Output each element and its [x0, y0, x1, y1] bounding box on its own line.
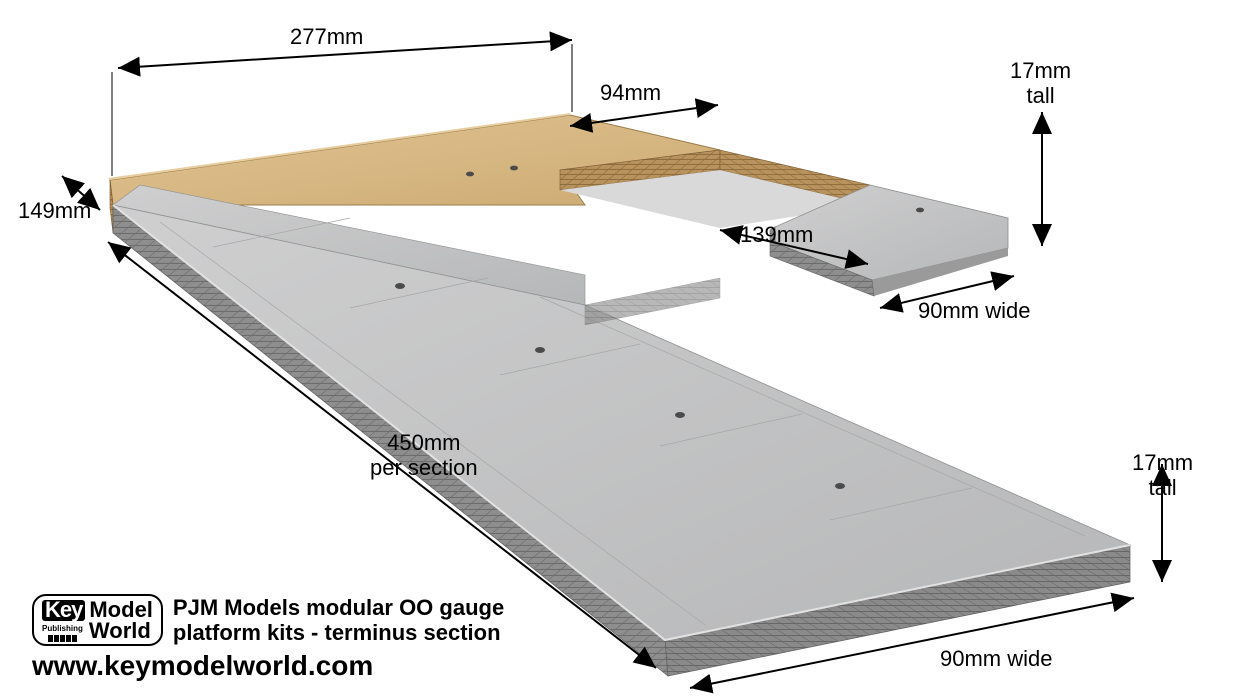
logo-publishing: Publishing	[42, 625, 83, 633]
dim-top-width: 277mm	[290, 24, 363, 49]
logo-strip-icon	[48, 635, 77, 642]
footer: Key Model Publishing World PJM Models mo…	[32, 594, 504, 682]
dim-end-wide: 90mm wide	[940, 646, 1052, 671]
logo-key: Key	[42, 600, 85, 621]
dim-notch-width: 94mm	[600, 80, 661, 105]
dim-long-section: 450mm per section	[370, 430, 478, 481]
dim-left-depth: 149mm	[18, 198, 91, 223]
caption-line-2: platform kits - terminus section	[173, 620, 504, 645]
caption-line-1: PJM Models modular OO gauge	[173, 595, 504, 620]
dim-notch-depth: 139mm	[740, 222, 813, 247]
website-url: www.keymodelworld.com	[32, 650, 504, 682]
dim-ramp-wide: 90mm wide	[918, 298, 1030, 323]
logo-world: World	[89, 621, 151, 642]
dim-end-tall: 17mm tall	[1132, 450, 1193, 501]
long-platform-top	[113, 205, 1130, 640]
brand-logo: Key Model Publishing World	[32, 594, 163, 646]
dim-ramp-tall: 17mm tall	[1010, 58, 1071, 109]
